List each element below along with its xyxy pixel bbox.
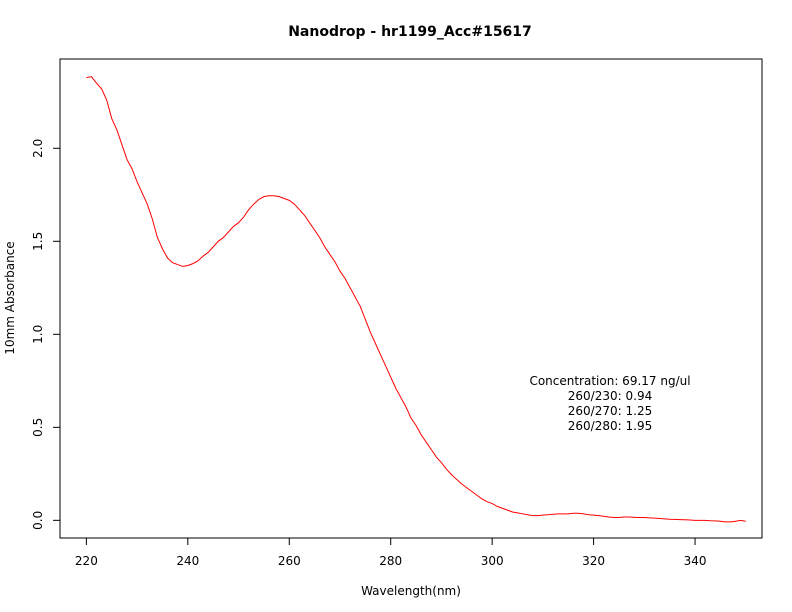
x-tick-label: 280: [379, 554, 402, 568]
annotation-block: Concentration: 69.17 ng/ul 260/230: 0.94…: [529, 374, 690, 433]
y-tick-label: 0.0: [31, 511, 45, 530]
y-axis: 0.0 0.5 1.0 1.5 2.0: [31, 139, 61, 530]
y-axis-label: 10mm Absorbance: [3, 241, 17, 354]
y-tick-label: 1.5: [31, 232, 45, 251]
y-tick-label: 1.0: [31, 325, 45, 344]
x-axis-label: Wavelength(nm): [361, 584, 461, 598]
x-tick-label: 260: [278, 554, 301, 568]
x-tick-label: 220: [75, 554, 98, 568]
annotation-concentration: Concentration: 69.17 ng/ul: [529, 374, 690, 388]
absorbance-series-line: [86, 76, 746, 523]
annotation-ratio-260-230: 260/230: 0.94: [568, 389, 652, 403]
x-tick-label: 240: [176, 554, 199, 568]
annotation-ratio-260-280: 260/280: 1.95: [568, 419, 652, 433]
chart-title: Nanodrop - hr1199_Acc#15617: [288, 24, 532, 40]
x-tick-label: 320: [582, 554, 605, 568]
y-tick-label: 2.0: [31, 139, 45, 158]
annotation-ratio-260-270: 260/270: 1.25: [568, 404, 652, 418]
plot-frame: [59, 58, 763, 539]
x-axis: 220 240 260 280 300 320 340: [75, 537, 707, 568]
y-tick-label: 0.5: [31, 418, 45, 437]
x-tick-label: 300: [481, 554, 504, 568]
x-tick-label: 340: [684, 554, 707, 568]
